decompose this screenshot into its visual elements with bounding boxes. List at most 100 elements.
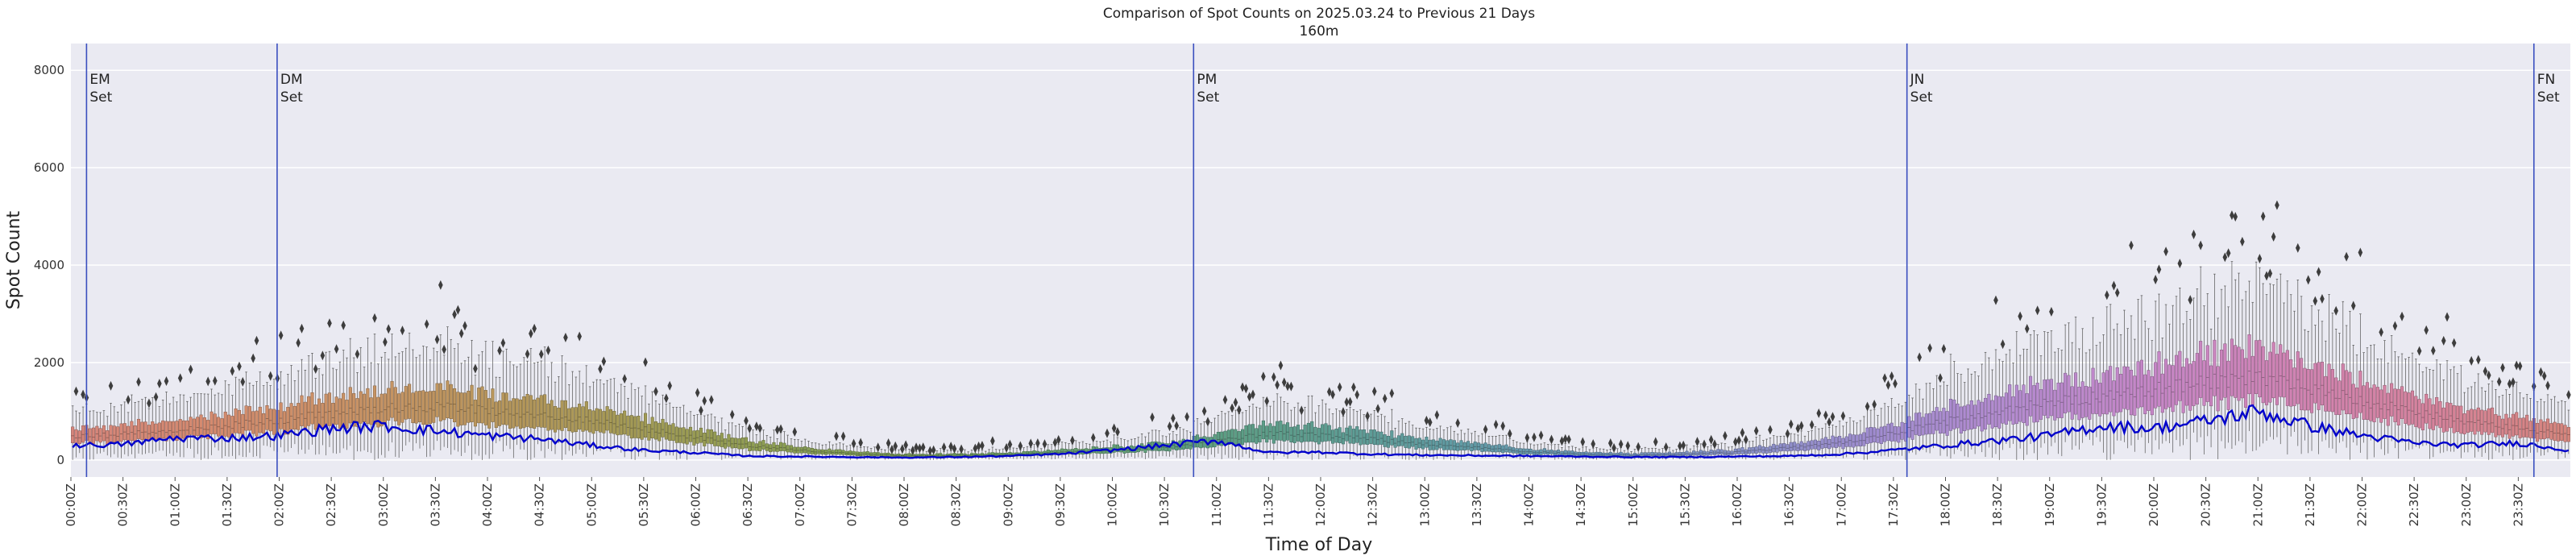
box <box>1873 427 1877 442</box>
box-plot <box>2094 345 2098 438</box>
box-plot <box>1160 435 1165 457</box>
box <box>1820 438 1824 449</box>
outlier <box>2333 305 2338 316</box>
box-plot <box>2438 363 2442 454</box>
box-plot <box>2300 296 2304 454</box>
box-plot <box>168 403 172 454</box>
box <box>2014 384 2018 425</box>
box <box>737 438 741 450</box>
y-tick-label: 8000 <box>34 63 64 77</box>
box <box>321 403 325 429</box>
box <box>2244 358 2248 408</box>
box <box>98 428 102 443</box>
box-plot <box>1743 434 1748 460</box>
box-plot <box>1379 413 1383 456</box>
outlier <box>1042 439 1047 450</box>
box-plot <box>543 346 547 458</box>
box-plot <box>1719 442 1724 458</box>
box-plot <box>2147 328 2151 443</box>
outlier <box>525 349 530 359</box>
box-plot <box>2560 400 2564 454</box>
box <box>1647 452 1651 457</box>
box <box>546 403 550 431</box>
box-plot <box>664 393 669 456</box>
outlier <box>2545 380 2550 391</box>
box <box>425 392 429 425</box>
outlier <box>296 338 301 348</box>
outlier <box>1105 428 1110 438</box>
box-plot <box>1765 438 1769 458</box>
outlier <box>1566 434 1571 445</box>
box-plot <box>2536 401 2540 453</box>
box <box>91 427 96 444</box>
box <box>1230 429 1234 445</box>
box <box>2508 417 2512 439</box>
box <box>2226 360 2230 410</box>
box <box>2372 384 2376 422</box>
box-plot <box>647 403 651 451</box>
outlier <box>1205 417 1210 427</box>
box <box>467 391 471 423</box>
box-plot <box>1438 425 1442 456</box>
box <box>2306 369 2310 411</box>
box-plot <box>2247 280 2251 432</box>
outlier <box>2313 296 2318 306</box>
box-plot <box>643 357 648 458</box>
box-plot <box>778 424 783 460</box>
box <box>1692 450 1696 456</box>
box <box>2491 407 2495 433</box>
outlier <box>1917 352 1922 363</box>
x-tick-label: 19:00Z <box>2043 483 2057 527</box>
box-plot <box>477 355 481 456</box>
box-plot <box>185 400 189 449</box>
box-plot <box>153 392 159 452</box>
box-plot <box>2255 261 2259 450</box>
box <box>733 438 738 449</box>
box-plot <box>581 383 585 454</box>
box-plot <box>1834 425 1838 458</box>
outlier <box>1018 441 1023 451</box>
box-plot <box>352 357 356 460</box>
outlier <box>1591 438 1596 449</box>
box <box>2358 371 2362 413</box>
box <box>1483 442 1487 452</box>
box <box>522 396 526 429</box>
box <box>1931 411 1935 434</box>
outlier <box>2350 301 2356 311</box>
box-plot <box>803 438 807 459</box>
box <box>2060 382 2064 418</box>
outlier <box>1823 410 1828 421</box>
outlier <box>532 323 537 334</box>
outlier <box>653 386 658 396</box>
box-plot <box>1733 437 1738 460</box>
box <box>1115 444 1120 452</box>
box-plot <box>254 335 259 457</box>
box-plot <box>1216 415 1220 454</box>
box <box>657 422 662 442</box>
box-plot <box>244 371 248 458</box>
outlier <box>1337 382 1342 392</box>
box <box>2296 351 2300 404</box>
box <box>1973 404 1977 429</box>
box-plot <box>2101 334 2105 453</box>
box-plot <box>237 361 242 456</box>
outlier <box>1712 439 1717 450</box>
box <box>140 421 144 440</box>
box-plot <box>1865 401 1870 460</box>
box-plot <box>1354 389 1360 457</box>
box-plot <box>751 429 755 457</box>
box <box>2324 375 2328 412</box>
box <box>1910 421 1914 440</box>
box <box>810 448 814 454</box>
box-plot <box>2289 294 2293 437</box>
box <box>1900 421 1904 440</box>
box <box>2074 372 2078 415</box>
box <box>1341 432 1346 445</box>
box <box>1977 400 1981 427</box>
box <box>2414 396 2418 427</box>
box <box>286 407 290 435</box>
box <box>2261 346 2265 404</box>
box-plot <box>386 324 392 451</box>
box <box>1244 425 1248 443</box>
outlier <box>1882 373 1887 384</box>
